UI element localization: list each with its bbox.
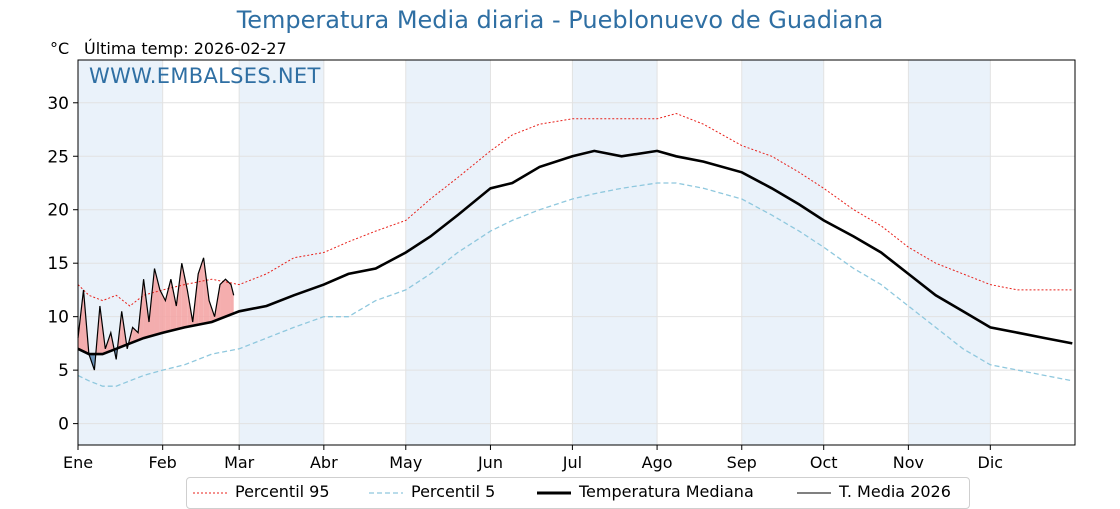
anomaly-warm-fill-20-0 xyxy=(181,263,188,329)
anomaly-warm-fill-17-0 xyxy=(165,279,171,333)
y-tick-label-25: 25 xyxy=(47,147,69,167)
x-tick-label-may: May xyxy=(389,453,422,472)
series-line-percentil-5 xyxy=(77,182,1073,387)
legend-label-2026: T. Media 2026 xyxy=(839,482,951,501)
last-temp-value: 2026-02-27 xyxy=(193,39,287,58)
anomaly-warm-fill-11-0 xyxy=(132,327,139,343)
month-band-nov xyxy=(908,60,991,445)
month-band-jul xyxy=(572,60,658,445)
y-tick-label-30: 30 xyxy=(47,94,69,114)
legend-swatch-p95 xyxy=(193,492,227,493)
x-tick-label-ago: Ago xyxy=(642,453,673,472)
y-axis-unit: °C xyxy=(50,39,70,58)
last-temp-label: Última temp: xyxy=(84,39,189,58)
x-tick-label-ene: Ene xyxy=(63,453,93,472)
y-tick-label-15: 15 xyxy=(47,254,69,274)
legend-label-p5: Percentil 5 xyxy=(411,482,496,501)
legend-label-median: Temperatura Mediana xyxy=(579,482,754,501)
plot-frame xyxy=(77,59,1076,446)
y-tick-label-20: 20 xyxy=(47,201,69,221)
month-band-sep xyxy=(741,60,824,445)
month-band-may xyxy=(405,60,491,445)
watermark: WWW.EMBALSES.NET xyxy=(89,64,321,88)
anomaly-warm-fill-29-0 xyxy=(230,284,234,315)
x-tick-label-jun: Jun xyxy=(477,453,503,472)
x-tick-label-abr: Abr xyxy=(310,453,338,472)
legend-item-p95: Percentil 95 xyxy=(193,482,330,501)
series-line-percentil-95 xyxy=(77,112,1073,307)
last-temp-note: Última temp: 2026-02-27 xyxy=(84,39,287,58)
legend-swatch-p5 xyxy=(369,491,403,494)
series-line-mediana xyxy=(77,149,1073,356)
legend-item-2026: T. Media 2026 xyxy=(797,482,951,501)
x-tick-label-sep: Sep xyxy=(727,453,757,472)
series-line-2026 xyxy=(77,257,235,371)
y-tick-label-5: 5 xyxy=(58,361,69,381)
x-tick-label-dic: Dic xyxy=(978,453,1004,472)
anomaly-warm-fill-23-0 xyxy=(198,257,204,325)
month-band-ene xyxy=(78,60,163,445)
legend-swatch-2026 xyxy=(797,492,831,493)
anomaly-warm-fill-24-0 xyxy=(203,257,210,324)
anomaly-warm-fill-28-0 xyxy=(225,279,231,317)
anomaly-warm-fill-16-0 xyxy=(159,289,166,334)
legend-label-p95: Percentil 95 xyxy=(235,482,330,501)
y-tick-label-10: 10 xyxy=(47,308,69,328)
legend-item-p5: Percentil 5 xyxy=(369,482,495,501)
x-tick-label-jul: Jul xyxy=(562,453,582,472)
legend-item-median: Temperatura Mediana xyxy=(537,482,754,501)
month-band-mar xyxy=(239,60,324,445)
x-tick-label-feb: Feb xyxy=(149,453,177,472)
x-tick-label-mar: Mar xyxy=(224,453,255,472)
y-tick-label-0: 0 xyxy=(58,415,69,435)
legend-swatch-median xyxy=(537,491,571,494)
anomaly-warm-fill-19-0 xyxy=(176,263,182,330)
anomaly-warm-fill-18-0 xyxy=(170,279,177,331)
x-tick-label-oct: Oct xyxy=(810,453,838,472)
chart-title: Temperatura Media diaria - Pueblonuevo d… xyxy=(236,6,884,34)
x-tick-label-nov: Nov xyxy=(893,453,924,472)
legend: Percentil 95 Percentil 5 Temperatura Med… xyxy=(186,477,970,509)
anomaly-warm-fill-27-0 xyxy=(220,279,226,319)
